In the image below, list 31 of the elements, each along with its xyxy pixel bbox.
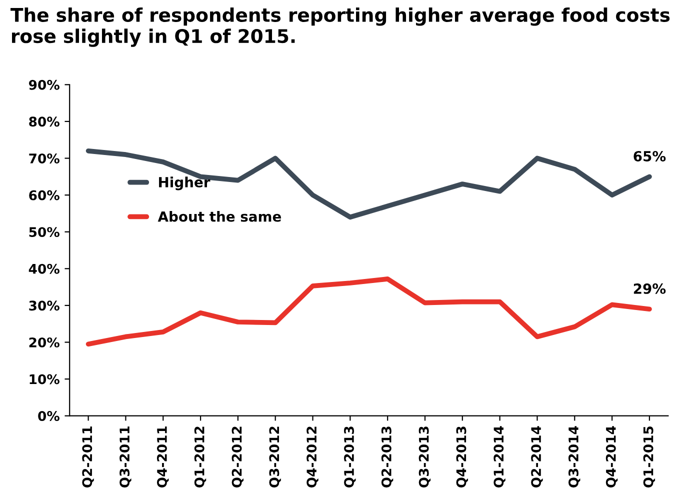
x-tick-label: Q4-2013 — [456, 426, 468, 488]
x-tick-label: Q3-2013 — [418, 426, 431, 488]
x-tick-label: Q3-2012 — [269, 426, 281, 488]
y-tick-label: 50% — [29, 227, 60, 238]
y-tick-label: 60% — [29, 190, 60, 200]
x-tick-label: Q2-2011 — [82, 426, 94, 488]
legend-label: About the same — [158, 211, 281, 222]
legend-label: Higher — [159, 176, 210, 190]
chart-title: The share of respondents reporting higher average food costs rose slightly in Q1 of 2015. — [10, 7, 670, 47]
y-tick-label: 40% — [28, 264, 60, 274]
x-tick-label: Q2-2013 — [381, 426, 394, 488]
data-label: 29% — [634, 283, 666, 294]
x-tick-label: Q3-2014 — [568, 426, 580, 488]
x-tick-label: Q1-2013 — [344, 426, 356, 488]
x-tick-label: Q4-2011 — [156, 426, 169, 488]
y-tick-label: 30% — [29, 300, 60, 311]
x-tick-label: Q2-2012 — [232, 426, 244, 488]
y-tick-label: 90% — [28, 80, 60, 90]
y-tick-label: 10% — [30, 374, 60, 384]
x-tick-label: Q4-2012 — [306, 426, 318, 488]
x-tick-label: Q4-2014 — [606, 426, 618, 488]
y-tick-label: 20% — [29, 337, 60, 348]
x-tick-label: Q1-2015 — [643, 426, 656, 488]
x-tick-label: Q1-2012 — [194, 426, 206, 488]
data-label: 65% — [634, 150, 666, 162]
y-tick-label: 0% — [38, 411, 60, 422]
y-tick-label: 70% — [29, 153, 60, 164]
y-tick-label: 80% — [29, 116, 60, 127]
x-tick-label: Q1-2014 — [494, 426, 506, 488]
x-tick-label: Q2-2014 — [531, 426, 543, 488]
x-tick-label: Q3-2011 — [120, 426, 132, 488]
